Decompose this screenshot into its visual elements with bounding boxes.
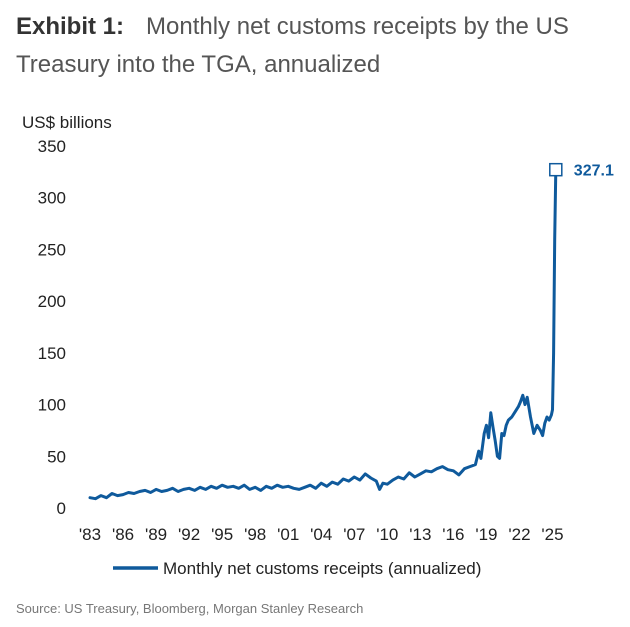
y-tick-label: 0	[57, 499, 66, 518]
title-text: Monthly net customs receipts by the US T…	[16, 13, 569, 78]
x-tick-label: '01	[277, 525, 299, 544]
series-line	[88, 168, 558, 501]
x-tick-label: '10	[376, 525, 398, 544]
y-tick-label: 150	[38, 344, 66, 363]
x-tick-label: '95	[211, 525, 233, 544]
legend-label: Monthly net customs receipts (annualized…	[163, 559, 481, 578]
x-tick-label: '25	[541, 525, 563, 544]
y-tick-label: 50	[47, 447, 66, 466]
y-tick-label: 100	[38, 396, 66, 415]
annotation-label: 327.1	[574, 163, 614, 180]
x-tick-label: '98	[244, 525, 266, 544]
x-tick-label: '86	[112, 525, 134, 544]
y-tick-label: 350	[38, 137, 66, 156]
annotation-marker	[549, 162, 563, 177]
x-tick-label: '04	[310, 525, 332, 544]
y-tick-label: 300	[38, 189, 66, 208]
y-tick-label: 200	[38, 292, 66, 311]
x-tick-label: '13	[409, 525, 431, 544]
source-note: Source: US Treasury, Bloomberg, Morgan S…	[16, 601, 364, 616]
x-tick-label: '83	[79, 525, 101, 544]
exhibit-label: Exhibit 1:	[16, 13, 125, 40]
x-tick-label: '22	[508, 525, 530, 544]
x-tick-label: '16	[442, 525, 464, 544]
x-tick-label: '89	[145, 525, 167, 544]
x-tick-label: '92	[178, 525, 200, 544]
y-tick-label: 250	[38, 240, 66, 259]
x-tick-label: '19	[475, 525, 497, 544]
x-tick-label: '07	[343, 525, 365, 544]
y-axis-label: US$ billions	[22, 113, 112, 132]
chart-title: Exhibit 1: Monthly net customs receipts b…	[16, 8, 616, 84]
